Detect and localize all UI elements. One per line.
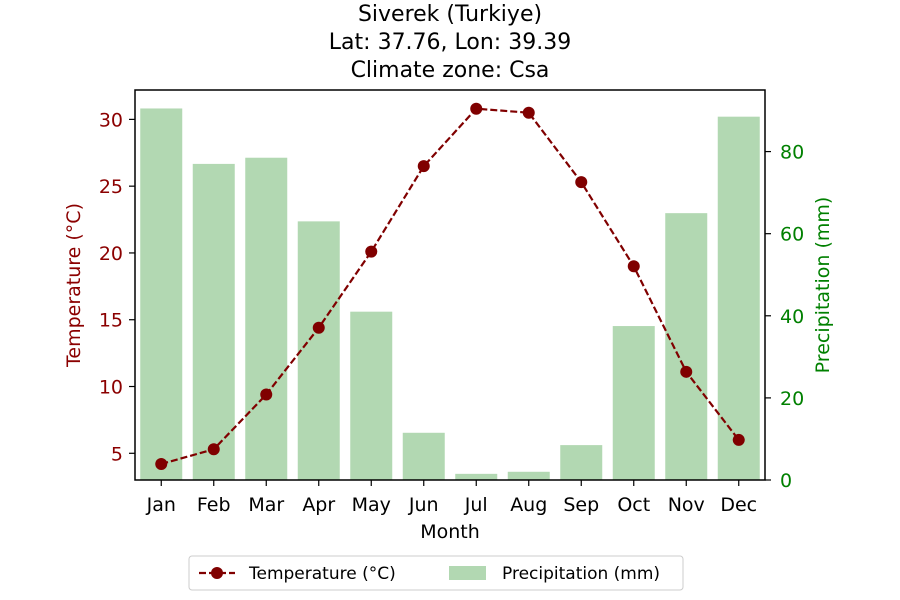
legend-precipitation-swatch xyxy=(449,566,486,580)
y-right-tick-label-0: 0 xyxy=(780,470,792,492)
temperature-series-line xyxy=(160,107,740,466)
x-tick-label-nov: Nov xyxy=(668,494,705,516)
temperature-point-apr xyxy=(312,321,325,334)
chart-title-line-3: Climate zone: Csa xyxy=(351,58,550,83)
precip-bar-aug xyxy=(507,471,550,480)
chart-title-line-1: Siverek (Turkiye) xyxy=(358,2,542,27)
temperature-point-nov xyxy=(680,365,693,378)
x-axis-label: Month xyxy=(420,521,480,543)
x-tick-label-jun: Jun xyxy=(408,494,439,516)
x-tick-label-jan: Jan xyxy=(146,494,176,516)
chart-title-line-2: Lat: 37.76, Lon: 39.39 xyxy=(329,30,571,55)
y-right-tick-label-80: 80 xyxy=(780,142,804,164)
temperature-point-aug xyxy=(522,106,535,119)
y-left-tick-label-15: 15 xyxy=(99,310,123,332)
x-tick-label-apr: Apr xyxy=(302,494,335,516)
y-left-tick-label-10: 10 xyxy=(99,377,123,399)
y-left-tick-label-5: 5 xyxy=(111,443,123,465)
y-right-tick-label-40: 40 xyxy=(780,306,804,328)
y-right-tick-label-60: 60 xyxy=(780,224,804,246)
chart-title: Siverek (Turkiye) Lat: 37.76, Lon: 39.39… xyxy=(329,2,571,83)
precip-bar-jul xyxy=(455,473,498,480)
right-y-axis: 0 20 40 60 80 xyxy=(765,142,804,492)
temperature-point-jan xyxy=(155,457,168,470)
temperature-point-mar xyxy=(260,388,273,401)
legend-temperature-marker xyxy=(211,567,223,579)
y-left-tick-label-25: 25 xyxy=(99,176,123,198)
precip-bar-nov xyxy=(665,213,708,480)
temperature-point-jun xyxy=(417,160,430,173)
x-tick-label-aug: Aug xyxy=(510,494,547,516)
precip-bar-oct xyxy=(612,326,655,480)
x-tick-label-feb: Feb xyxy=(197,494,231,516)
x-tick-label-mar: Mar xyxy=(248,494,284,516)
precip-bar-jan xyxy=(140,108,183,480)
y-axis-label-right: Precipitation (mm) xyxy=(812,197,834,374)
plot-frame xyxy=(134,89,766,481)
x-tick-label-jul: Jul xyxy=(464,494,488,516)
precip-bar-dec xyxy=(717,116,760,481)
precip-bar-mar xyxy=(245,157,288,480)
legend-frame xyxy=(188,555,684,591)
y-axis-label-left: Temperature (°C) xyxy=(63,203,85,368)
left-y-axis: 5 10 15 20 25 30 xyxy=(99,109,135,465)
y-left-tick-label-20: 20 xyxy=(99,243,123,265)
temperature-point-jul xyxy=(470,102,483,115)
precipitation-bars xyxy=(140,108,760,481)
x-tick-label-dec: Dec xyxy=(720,494,757,516)
precip-bar-jun xyxy=(402,432,445,480)
y-right-tick-label-20: 20 xyxy=(780,388,804,410)
temperature-point-dec xyxy=(732,433,745,446)
x-tick-label-may: May xyxy=(352,494,391,516)
precip-bar-feb xyxy=(192,163,235,481)
temperature-point-sep xyxy=(575,176,588,189)
x-axis: Jan Feb Mar Apr May Jun Jul Aug Sep Oct Nov Dec xyxy=(146,480,757,516)
temperature-point-feb xyxy=(207,443,220,456)
x-tick-label-sep: Sep xyxy=(563,494,599,516)
temperature-line xyxy=(155,102,745,470)
y-left-tick-label-30: 30 xyxy=(99,109,123,131)
legend: Temperature (°C) Precipitation (mm) xyxy=(188,555,684,591)
temperature-point-oct xyxy=(627,260,640,273)
precip-bar-may xyxy=(350,311,393,480)
legend-temperature-label: Temperature (°C) xyxy=(248,564,396,584)
precip-bar-sep xyxy=(560,445,603,480)
legend-precipitation-label: Precipitation (mm) xyxy=(502,564,660,584)
temperature-point-may xyxy=(365,245,378,258)
precip-bar-apr xyxy=(297,221,340,481)
x-tick-label-oct: Oct xyxy=(617,494,650,516)
